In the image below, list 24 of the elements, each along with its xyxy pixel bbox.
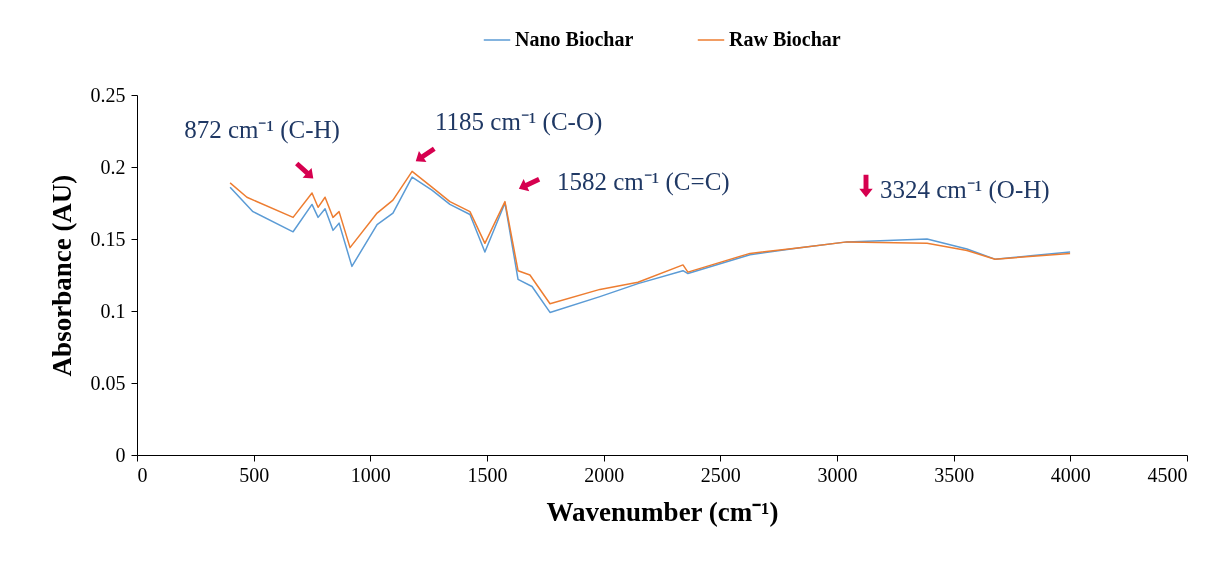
x-tick-label: 1500 [467, 463, 508, 486]
y-tick-label: 0.05 [90, 371, 126, 394]
x-tick-label: 4000 [1050, 463, 1091, 486]
x-axis-title: Wavenumber (cm⁻¹) [546, 496, 779, 527]
x-tick-label: 0 [137, 463, 148, 486]
x-tick-label: 2500 [700, 463, 741, 486]
annotation: 1185 cm⁻¹ (C-O) [435, 108, 603, 136]
y-axis-title: Absorbance (AU) [46, 174, 77, 377]
y-tick-label: 0.25 [90, 83, 126, 106]
x-tick-label: 3000 [817, 463, 858, 486]
annotation: 1582 cm⁻¹ (C=C) [557, 168, 730, 196]
y-tick-label: 0 [115, 443, 126, 466]
annotation: 872 cm⁻¹ (C-H) [184, 116, 340, 144]
x-tick-label: 3500 [934, 463, 975, 486]
x-tick-label: 1000 [350, 463, 391, 486]
legend-label: Nano Biochar [515, 28, 634, 50]
x-tick-label: 4500 [1147, 463, 1188, 486]
y-tick-label: 0.15 [90, 227, 126, 250]
y-tick-label: 0.2 [100, 155, 126, 178]
x-tick-label: 500 [239, 463, 270, 486]
x-tick-label: 2000 [584, 463, 625, 486]
legend-label: Raw Biochar [729, 28, 841, 50]
y-tick-label: 0.1 [100, 299, 126, 322]
annotation: 3324 cm⁻¹ (O-H) [880, 176, 1050, 204]
